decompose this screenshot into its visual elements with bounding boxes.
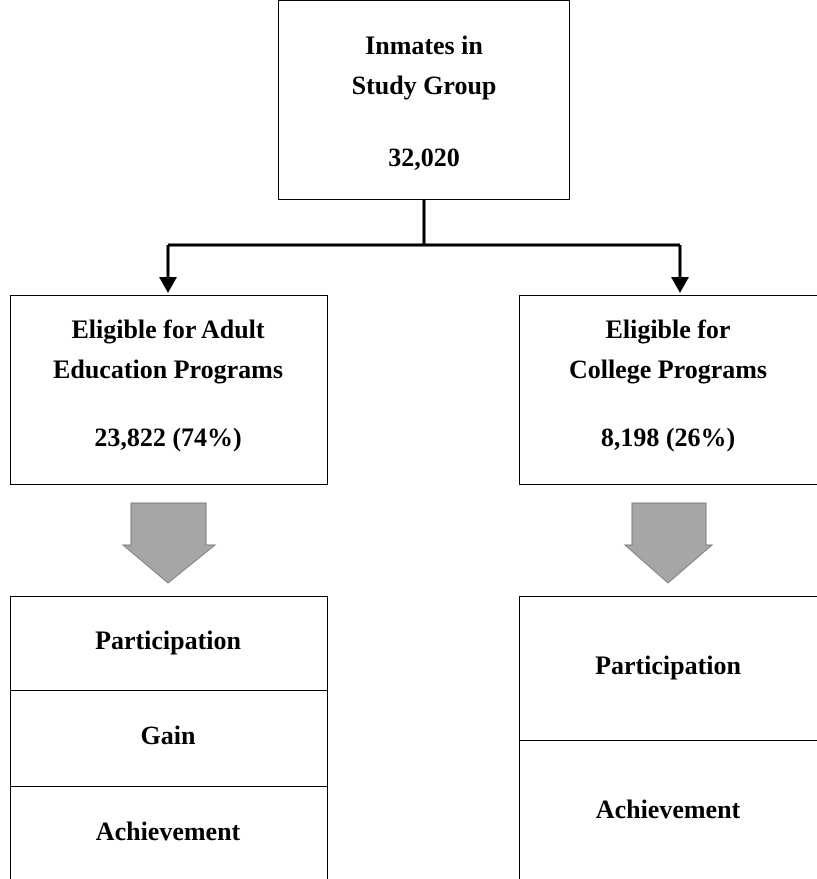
arrowhead (159, 277, 177, 293)
left-box (10, 295, 328, 485)
left-label: Eligible for Adult (71, 315, 264, 344)
right-label: Eligible for (606, 315, 731, 344)
connector (166, 199, 682, 280)
outcome: Participation (595, 651, 741, 680)
root-count: 32,020 (388, 143, 460, 172)
flow-arrow (121, 502, 217, 584)
right-outcomes (519, 596, 817, 879)
outcome: Achievement (596, 795, 741, 824)
left-outcomes (10, 596, 328, 879)
flow-arrow (623, 502, 714, 584)
outcome: Gain (141, 721, 196, 750)
right-label: College Programs (569, 355, 767, 384)
root-box (278, 0, 570, 200)
arrowhead (671, 277, 689, 293)
left-count: 23,822 (74%) (94, 423, 241, 452)
left-label: Education Programs (53, 355, 283, 384)
root-label: Inmates in (365, 31, 483, 60)
root-label: Study Group (352, 71, 497, 100)
outcome: Participation (95, 626, 241, 655)
right-box (519, 295, 817, 485)
outcome: Achievement (96, 817, 241, 846)
right-count: 8,198 (26%) (601, 423, 735, 452)
